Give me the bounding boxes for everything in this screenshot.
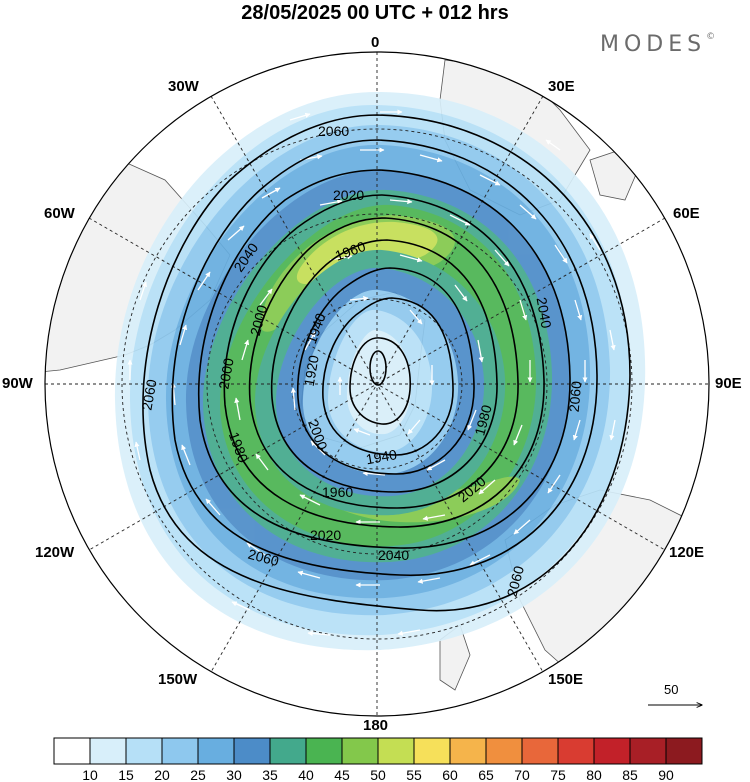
contour-1920 [322, 297, 454, 456]
contour-1940 [297, 267, 475, 475]
reference-vector-label: 50 [664, 682, 679, 697]
lon-label-0: 0 [371, 34, 380, 51]
lat-circle-outer [121, 128, 633, 640]
contour-1900 [349, 337, 411, 425]
contour-label: 2000 [247, 303, 271, 337]
lon-label-150e: 150E [548, 671, 584, 688]
contour-label: 1960 [322, 484, 353, 500]
contour-2020 [198, 169, 571, 549]
contour-label: 1940 [365, 446, 399, 467]
lon-label-30e: 30E [548, 78, 575, 95]
wind-vectors [127, 109, 616, 637]
height-contours [142, 114, 631, 612]
lon-label-60w: 60W [44, 205, 75, 222]
contour-label: 2020 [310, 527, 341, 543]
contour-label: 1980 [471, 403, 495, 437]
graticule [45, 52, 709, 716]
lon-label-120e: 120E [669, 544, 705, 561]
modes-logo: MODES© [600, 32, 715, 57]
lon-label-60e: 60E [673, 205, 700, 222]
contour-label: 1920 [301, 354, 322, 388]
contour-label: 2040 [534, 296, 555, 330]
contour-label: 2060 [318, 123, 349, 139]
copyright-mark: © [706, 32, 716, 42]
contour-1980 [248, 217, 519, 509]
contour-label: 2000 [216, 357, 237, 391]
contour-label: 2040 [378, 547, 409, 563]
contour-label: 2060 [566, 380, 585, 413]
contour-label: 2060 [246, 546, 280, 570]
lon-label-120w: 120W [35, 544, 75, 561]
lon-label-150w: 150W [158, 671, 198, 688]
brand-text: MODES [600, 32, 707, 57]
map-boundary [44, 51, 710, 717]
lon-label-30w: 30W [168, 78, 199, 95]
contour-1960 [270, 239, 498, 493]
lon-label-90e: 90E [715, 375, 742, 392]
contour-2040 [171, 139, 598, 576]
contour-center [369, 350, 387, 386]
lon-label-90w: 90W [2, 375, 33, 392]
contour-2060 [142, 114, 631, 612]
lon-label-180: 180 [363, 717, 389, 734]
chart-title: 28/05/2025 00 UTC + 012 hrs [241, 2, 509, 24]
contour-label: 2060 [138, 378, 159, 412]
contour-label: 2060 [504, 564, 528, 598]
map-disc-content: 2060 2020 2040 1960 1940 2040 2000 2060 … [45, 52, 709, 716]
meridian-60w-120e [88, 217, 666, 551]
contour-label: 2020 [333, 187, 364, 203]
contour-2000 [223, 194, 545, 528]
